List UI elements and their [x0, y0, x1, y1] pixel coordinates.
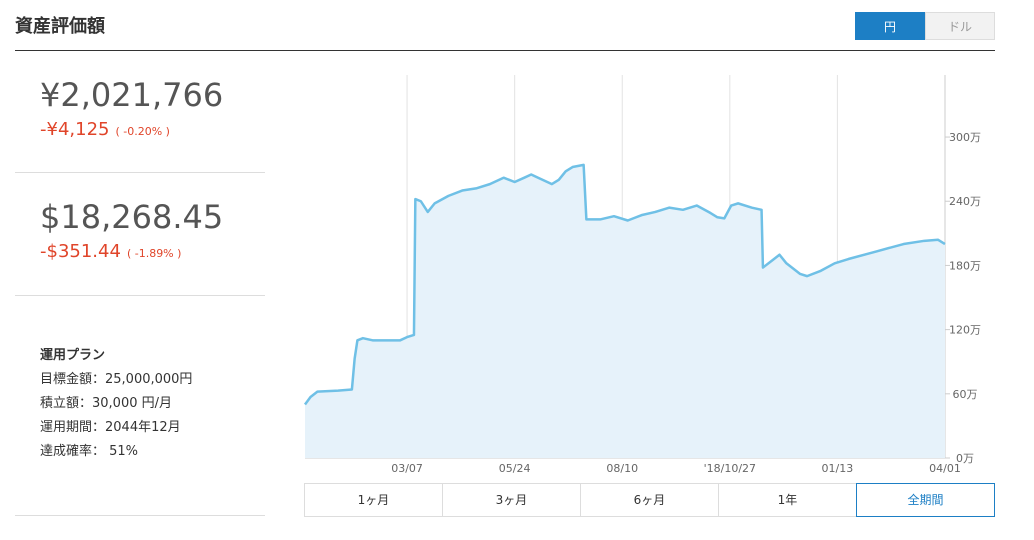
- jpy-value: ¥2,021,766: [40, 76, 224, 114]
- range-buttons: 1ヶ月 3ヶ月 6ヶ月 1年 全期間: [304, 483, 995, 517]
- jpy-change: -¥4,125: [40, 119, 110, 140]
- range-button[interactable]: 1ヶ月: [304, 483, 443, 517]
- plan: 運用プラン 目標金額：25,000,000円 積立額：30,000 円/月 運用…: [40, 344, 192, 464]
- range-button[interactable]: 3ヶ月: [442, 483, 581, 517]
- toggle-yen[interactable]: 円: [855, 12, 925, 40]
- plan-line: 達成確率： 51%: [40, 444, 139, 459]
- usd-change-row: -$351.44 ( -1.89% ): [40, 241, 181, 262]
- y-tick-label: 180万: [949, 259, 981, 272]
- plan-title: 運用プラン: [40, 348, 106, 363]
- rule: [15, 50, 995, 51]
- jpy-pct: ( -0.20% ): [115, 125, 170, 138]
- page-title: 資産評価額: [15, 16, 105, 37]
- range-button[interactable]: 1年: [718, 483, 857, 517]
- usd-pct: ( -1.89% ): [126, 247, 182, 260]
- toggle-usd[interactable]: ドル: [925, 12, 995, 40]
- x-tick-label: 04/01: [929, 462, 961, 475]
- range-button[interactable]: 全期間: [856, 483, 995, 517]
- x-tick-label: 01/13: [822, 462, 854, 475]
- x-tick-label: 08/10: [606, 462, 638, 475]
- y-tick-label: 300万: [949, 131, 981, 144]
- plan-line: 運用期間：2044年12月: [40, 420, 181, 435]
- x-tick-label: 05/24: [499, 462, 531, 475]
- x-tick-label: '18/10/27: [704, 462, 756, 475]
- usd-value: $18,268.45: [40, 198, 224, 236]
- y-tick-label: 120万: [949, 324, 981, 337]
- y-tick-label: 0万: [956, 452, 974, 465]
- separator: [15, 172, 265, 173]
- plan-line: 積立額：30,000 円/月: [40, 396, 172, 411]
- plan-line: 目標金額：25,000,000円: [40, 372, 193, 387]
- line: [303, 163, 946, 406]
- y-tick-label: 240万: [949, 195, 981, 208]
- area: [305, 164, 945, 459]
- y-tick-label: 60万: [953, 388, 978, 401]
- separator: [15, 515, 265, 516]
- range-button[interactable]: 6ヶ月: [580, 483, 719, 517]
- jpy-change-row: -¥4,125 ( -0.20% ): [40, 119, 170, 140]
- separator: [15, 295, 265, 296]
- x-tick-label: 03/07: [391, 462, 423, 475]
- usd-change: -$351.44: [40, 241, 121, 262]
